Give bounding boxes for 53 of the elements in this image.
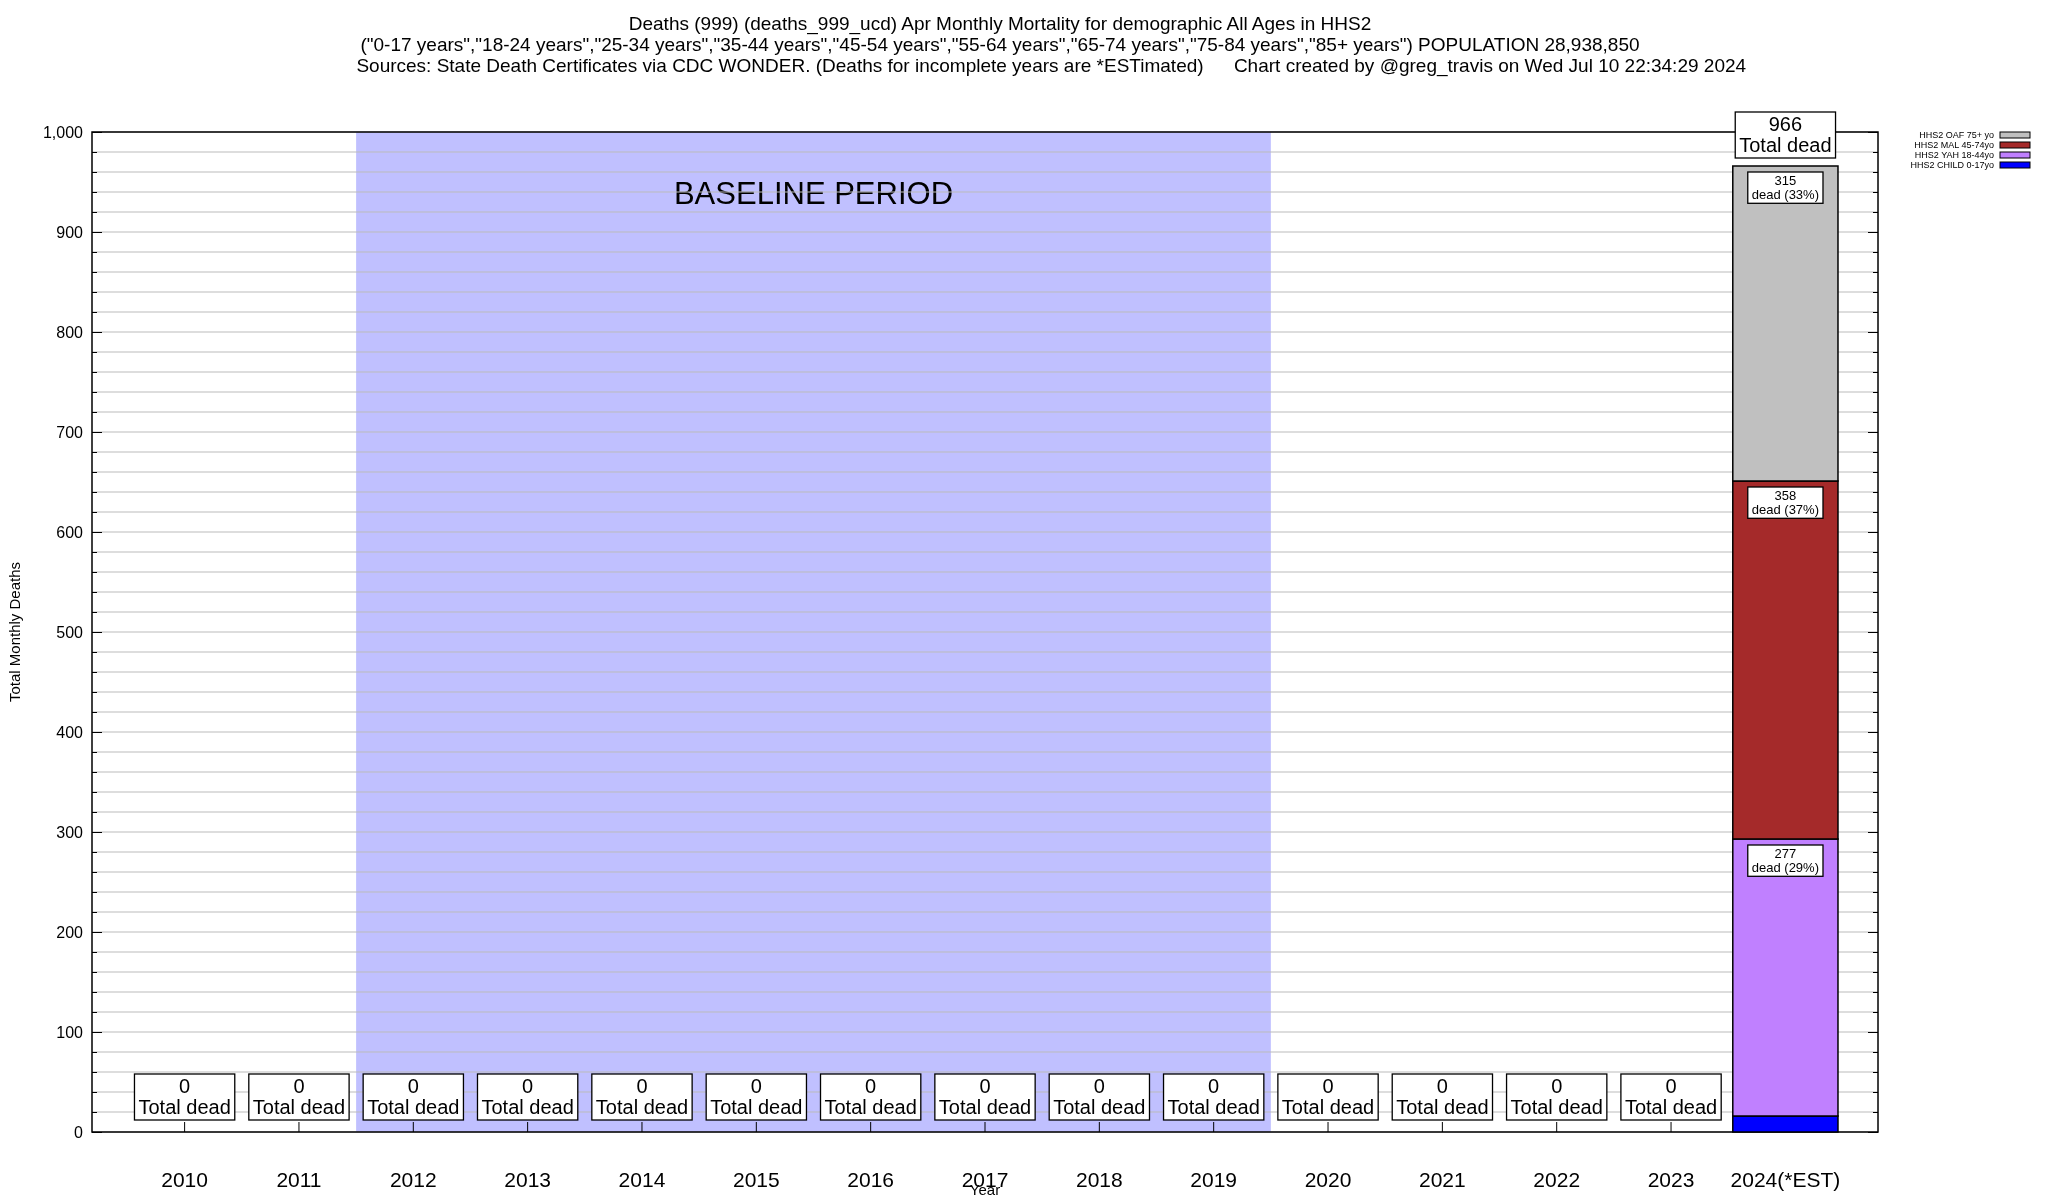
total-label: 0 Total dead (367, 1075, 460, 1118)
x-tick-label: 2024(*EST) (1730, 1167, 1841, 1191)
chart-subtitle: ("0-17 years","18-24 years","25-34 years","35-44 years","45-54 years","55-64 years","65-74 years","75-84 years","85+ years") POPULATION 28,938,850 (360, 34, 1640, 55)
data-label: 358 dead (37%) (1751, 488, 1819, 517)
total-label: 0 Total dead (1053, 1075, 1146, 1118)
y-tick-label: 800 (56, 323, 84, 341)
total-label: 0 Total dead (138, 1075, 231, 1118)
data-label: 315 dead (33%) (1751, 173, 1819, 202)
total-label: 0 Total dead (1281, 1075, 1375, 1118)
x-tick-label: 2022 (1533, 1167, 1581, 1191)
x-tick-label: 2023 (1647, 1167, 1695, 1191)
x-tick-label: 2015 (732, 1167, 780, 1191)
chart-title: Deaths (999) (deaths_999_ucd) Apr Monthly Mortality for demographic All Ages in HHS2 (628, 13, 1372, 35)
legend-label: HHS2 OAF 75+ yo (1919, 130, 1994, 140)
x-tick-label: 2016 (847, 1167, 895, 1191)
x-tick-label: 2011 (276, 1167, 322, 1191)
y-tick-label: 900 (56, 223, 84, 241)
x-tick-label: 2019 (1190, 1167, 1238, 1191)
y-tick-label: 600 (56, 523, 84, 541)
data-label: 277 dead (29%) (1751, 846, 1819, 875)
y-tick-label: 200 (56, 923, 84, 941)
total-label: 0 Total dead (252, 1075, 346, 1118)
total-label: 0 Total dead (938, 1075, 1032, 1118)
source-note: Sources: State Death Certificates via CDC WONDER. (Deaths for incomplete years are *ESTimated) (356, 55, 1204, 76)
legend-label: HHS2 YAH 18-44yo (1914, 150, 1994, 160)
y-tick-label: 0 (74, 1123, 84, 1141)
legend-label: HHS2 MAL 45-74yo (1914, 140, 1994, 150)
total-label: 0 Total dead (824, 1075, 917, 1118)
legend-label: HHS2 CHILD 0-17yo (1910, 160, 1994, 170)
y-tick-label: 1,000 (42, 123, 84, 141)
x-tick-label: 2010 (161, 1167, 208, 1191)
text: Chart created by @greg_travis on Wed Jul 10 22:34:29 2024 (1233, 55, 1747, 77)
y-tick-label: 500 (56, 623, 84, 641)
y-tick-label: 300 (56, 823, 84, 841)
total-label: 0 Total dead (710, 1075, 803, 1118)
x-tick-label: 2014 (618, 1167, 666, 1191)
x-tick-label: 2021 (1419, 1167, 1466, 1191)
total-label: 0 Total dead (595, 1075, 689, 1118)
band-label: BASELINE PERIOD (673, 176, 954, 211)
y-tick-label: 700 (56, 423, 84, 441)
total-label: 966 Total dead (1739, 113, 1832, 156)
x-tick-label: 2020 (1304, 1167, 1352, 1191)
x-tick-label: 2012 (389, 1167, 437, 1191)
total-label: 0 Total dead (1396, 1075, 1489, 1118)
total-label: 0 Total dead (1624, 1075, 1718, 1118)
y-tick-label: 100 (56, 1023, 84, 1041)
total-label: 0 Total dead (1167, 1075, 1260, 1118)
y-tick-label: 400 (56, 723, 84, 741)
total-label: 0 Total dead (1510, 1075, 1603, 1118)
x-tick-label: 2018 (1075, 1167, 1123, 1191)
y-axis-title: Total Monthly Deaths (6, 561, 23, 703)
total-label: 0 Total dead (481, 1075, 574, 1118)
x-tick-label: 2013 (504, 1167, 551, 1191)
